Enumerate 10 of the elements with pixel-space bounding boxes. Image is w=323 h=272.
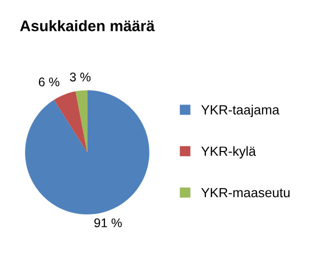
data-label: 3 % (70, 72, 91, 82)
chart-title: Asukkaiden määrä (20, 20, 155, 32)
legend-label: YKR-kylä (201, 146, 256, 159)
data-label: 6 % (38, 78, 60, 86)
pie-slice (54, 91, 88, 152)
pie-slice (25, 90, 150, 214)
pie-slice (76, 90, 88, 152)
data-label: 91 % (94, 218, 122, 228)
legend-label: YKR-maaseutu (201, 188, 290, 198)
legend-label: YKR-taajama (201, 104, 280, 118)
